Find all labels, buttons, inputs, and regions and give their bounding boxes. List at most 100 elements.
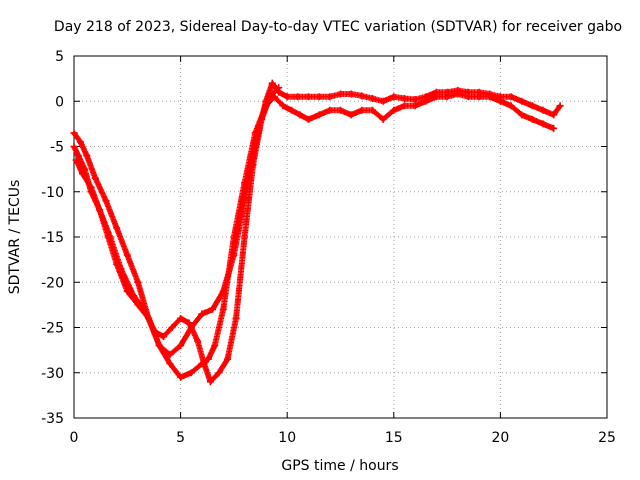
data-point — [187, 369, 195, 377]
data-point — [79, 170, 87, 178]
data-point — [168, 324, 176, 331]
data-point — [232, 314, 240, 322]
data-point — [185, 319, 193, 327]
x-tick-label: 10 — [278, 430, 296, 446]
data-point — [486, 93, 494, 101]
data-point — [296, 111, 304, 119]
y-tick-label: -15 — [41, 230, 64, 246]
data-point — [258, 115, 266, 123]
y-tick-label: -30 — [41, 366, 64, 382]
x-tick-label: 5 — [176, 430, 185, 446]
data-point — [539, 106, 547, 114]
data-point — [160, 333, 168, 341]
data-point — [443, 93, 451, 101]
data-point — [411, 102, 419, 110]
data-point — [518, 111, 526, 119]
data-point — [72, 156, 80, 164]
y-tick-label: -35 — [41, 411, 64, 427]
data-point — [358, 92, 366, 100]
data-point — [266, 93, 274, 101]
data-point — [400, 95, 408, 103]
y-axis-label: SDTVAR / TECUs — [7, 180, 23, 295]
data-point — [556, 102, 564, 110]
data-point — [166, 360, 174, 368]
y-tick-label: -25 — [41, 321, 64, 337]
series-band — [71, 91, 556, 381]
data-point — [113, 224, 121, 232]
data-point — [198, 310, 206, 318]
data-point — [550, 111, 558, 119]
data-point — [117, 265, 125, 273]
data-point — [432, 93, 440, 101]
data-point — [464, 93, 472, 101]
data-point — [106, 233, 114, 241]
axis-ticks: 0 5 10 15 20 25 5 0 -5 -10 -15 -20 -25 -30 -35 — [41, 49, 616, 446]
data-point — [315, 111, 323, 119]
y-tick-label: -5 — [50, 140, 64, 156]
data-point — [283, 93, 291, 101]
data-point — [337, 90, 344, 98]
data-point — [287, 106, 295, 114]
x-tick-label: 25 — [598, 430, 616, 446]
data-point — [177, 373, 185, 381]
series-band — [73, 85, 281, 385]
data-point — [130, 292, 138, 300]
data-point — [177, 342, 185, 350]
data-point — [454, 90, 462, 98]
data-point — [368, 95, 376, 103]
data-point — [275, 84, 283, 92]
data-point — [268, 79, 276, 87]
data-point — [123, 251, 131, 259]
data-point — [400, 102, 408, 110]
chart-title: Day 218 of 2023, Sidereal Day-to-day VTE… — [54, 19, 622, 35]
data-point — [230, 233, 238, 241]
data-point — [209, 305, 217, 313]
data-point — [347, 90, 355, 98]
data-point — [211, 342, 219, 350]
data-point — [550, 124, 558, 132]
y-tick-label: -20 — [41, 275, 64, 291]
data-point — [151, 328, 159, 336]
data-point — [528, 115, 536, 123]
data-point — [390, 93, 398, 101]
x-tick-label: 15 — [385, 430, 403, 446]
data-point — [326, 93, 334, 101]
x-tick-label: 20 — [491, 430, 509, 446]
series-track — [70, 90, 558, 381]
data-point — [140, 305, 148, 313]
data-point — [155, 342, 163, 350]
data-point — [539, 120, 547, 128]
data-point — [475, 93, 483, 101]
data-point — [390, 106, 398, 114]
y-tick-label: -10 — [41, 185, 64, 201]
data-point — [496, 97, 504, 105]
y-tick-label: 5 — [55, 49, 64, 65]
x-axis-label: GPS time / hours — [281, 458, 398, 474]
data-point — [294, 93, 302, 101]
data-point — [305, 93, 313, 101]
data-point — [422, 97, 430, 105]
data-point — [507, 102, 515, 110]
data-point — [200, 360, 208, 368]
data-point — [102, 197, 110, 205]
data-point — [379, 97, 387, 105]
data-point — [305, 115, 313, 123]
data-point — [96, 206, 104, 214]
data-point — [368, 106, 376, 114]
data-point — [337, 106, 344, 114]
data-point — [326, 106, 334, 114]
data-point — [83, 152, 91, 160]
data-point — [134, 278, 142, 286]
data-point — [411, 95, 419, 103]
data-point — [87, 183, 95, 191]
data-point — [241, 233, 249, 241]
data-point — [76, 138, 84, 146]
data-series — [70, 79, 564, 386]
series-track — [72, 84, 283, 386]
data-point — [70, 129, 78, 137]
data-point — [315, 93, 323, 101]
data-point — [249, 161, 257, 169]
data-point — [166, 351, 174, 359]
data-point — [74, 152, 82, 160]
data-point — [347, 111, 355, 119]
